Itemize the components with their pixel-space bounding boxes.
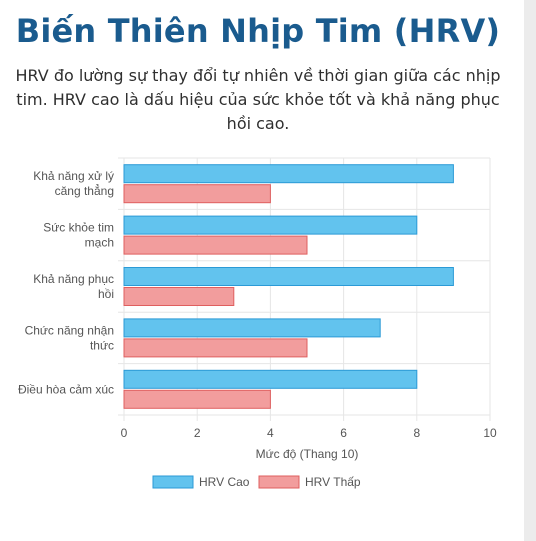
bar-hrv-cao[interactable]: [123, 318, 381, 338]
category-label: căng thẳng: [55, 183, 114, 198]
scrollbar-track[interactable]: [524, 0, 536, 541]
legend-swatch[interactable]: [258, 475, 300, 489]
description-line: HRV đo lường sự thay đổi tự nhiên về thờ…: [15, 66, 501, 85]
bar-hrv-cao[interactable]: [123, 164, 454, 184]
category-label: Khả năng phục: [33, 272, 114, 286]
x-axis-title: Mức độ (Thang 10): [256, 447, 359, 461]
bar-hrv-cao[interactable]: [123, 267, 454, 286]
bar-hrv-cao[interactable]: [123, 369, 418, 389]
description-line: tim. HRV cao là dấu hiệu của sức khỏe tố…: [16, 90, 500, 109]
x-tick-label: 6: [340, 426, 347, 440]
chart-card: Biến Thiên Nhịp Tim (HRV) HRV đo lường s…: [0, 0, 524, 541]
category-label: Chức năng nhận: [25, 323, 114, 337]
page-title: Biến Thiên Nhịp Tim (HRV): [15, 12, 501, 50]
bar-hrv-thap[interactable]: [123, 389, 271, 409]
x-tick-labels: 0 2 4 6 8 10: [121, 426, 497, 440]
bar-hrv-thap[interactable]: [123, 338, 308, 358]
legend-swatch[interactable]: [152, 475, 194, 489]
category-label: Khả năng xử lý: [33, 169, 114, 183]
description-line: hồi cao.: [226, 114, 290, 133]
category-label: thức: [90, 338, 114, 352]
category-label: hồi: [98, 287, 114, 301]
category-label: Điều hòa cảm xúc: [18, 382, 114, 396]
x-tick-label: 0: [121, 426, 128, 440]
category-label: Sức khỏe tim: [43, 221, 114, 235]
legend-label[interactable]: HRV Cao: [199, 475, 250, 489]
legend: HRV Cao HRV Thấp: [152, 475, 361, 489]
bar-hrv-thap[interactable]: [123, 235, 308, 255]
bars: [123, 164, 454, 409]
category-label: mạch: [85, 236, 114, 250]
bar-hrv-thap[interactable]: [123, 287, 235, 306]
page-description: HRV đo lường sự thay đổi tự nhiên về thờ…: [0, 64, 516, 136]
bar-hrv-thap[interactable]: [123, 184, 271, 204]
bar-hrv-cao[interactable]: [123, 215, 418, 235]
x-tick-label: 2: [194, 426, 201, 440]
x-tick-label: 4: [267, 426, 274, 440]
legend-label[interactable]: HRV Thấp: [305, 475, 361, 489]
x-tick-label: 10: [483, 426, 497, 440]
x-tick-label: 8: [413, 426, 420, 440]
